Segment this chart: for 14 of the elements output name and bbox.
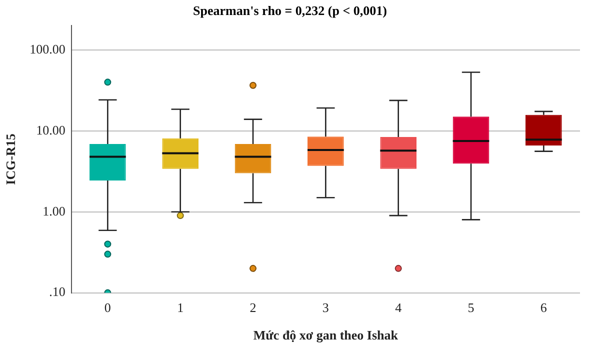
- x-tick-label: 0: [104, 300, 111, 316]
- y-tick-label: 1.00: [42, 203, 66, 218]
- y-tick-label: .10: [49, 284, 66, 300]
- x-tick-label: 4: [395, 300, 402, 316]
- x-tick-label: 6: [540, 300, 548, 316]
- y-tick-label: 10.00: [36, 122, 66, 138]
- y-tick-label: 100.00: [30, 41, 66, 56]
- x-tick-label: 2: [250, 300, 256, 316]
- x-tick-label: 5: [468, 300, 474, 316]
- chart-title: Spearman's rho = 0,232 (p < 0,001): [193, 3, 387, 18]
- x-axis-title: Mức độ xơ gan theo Ishak: [253, 328, 399, 343]
- x-tick-label: 1: [177, 300, 184, 316]
- y-axis-title: ICG-R15: [3, 133, 18, 185]
- x-tick-label: 3: [322, 300, 329, 316]
